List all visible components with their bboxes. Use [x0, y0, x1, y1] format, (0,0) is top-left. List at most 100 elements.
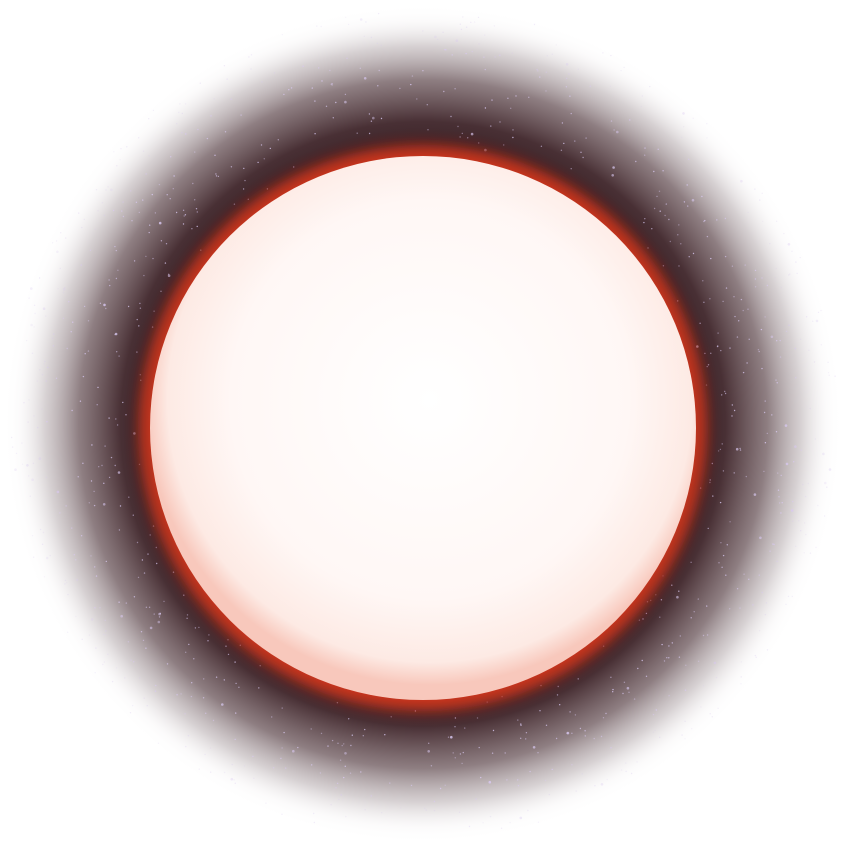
star [145, 255, 147, 258]
star [659, 616, 661, 618]
star [209, 747, 212, 749]
star [139, 677, 141, 679]
star [25, 339, 28, 342]
star [271, 716, 273, 718]
star [722, 554, 725, 557]
star [795, 377, 797, 379]
star [277, 139, 279, 141]
star [99, 302, 102, 304]
star [658, 190, 661, 192]
star [253, 777, 255, 779]
star [302, 65, 304, 67]
star [23, 402, 25, 404]
star [188, 643, 190, 646]
star [718, 562, 720, 564]
star [664, 214, 666, 217]
star [94, 228, 96, 231]
star [27, 421, 29, 423]
star [339, 759, 342, 761]
star [327, 745, 329, 747]
star [537, 70, 539, 72]
star [745, 475, 747, 478]
star [805, 533, 807, 536]
star [740, 683, 742, 685]
star [73, 554, 76, 556]
star [116, 165, 118, 167]
star [311, 87, 313, 89]
star [281, 707, 283, 709]
star [828, 468, 832, 471]
star [711, 716, 713, 718]
star [57, 288, 59, 290]
star [710, 352, 712, 354]
star [359, 18, 363, 21]
star [556, 694, 559, 696]
star [584, 735, 586, 737]
star [581, 773, 583, 775]
star [451, 54, 453, 56]
star [198, 626, 200, 629]
star [359, 67, 361, 70]
star [152, 257, 154, 260]
star [90, 480, 93, 482]
star [746, 362, 748, 364]
star [478, 142, 480, 144]
star [770, 335, 774, 339]
star [39, 528, 42, 531]
star [507, 97, 509, 100]
star [702, 634, 705, 637]
star [625, 770, 627, 773]
star [656, 195, 658, 198]
star [776, 340, 778, 342]
star [668, 657, 670, 659]
star [59, 512, 61, 514]
star [599, 760, 602, 762]
star [332, 117, 334, 119]
star [512, 136, 514, 139]
star [376, 42, 378, 45]
star [512, 129, 514, 131]
star [774, 277, 776, 279]
star [490, 125, 492, 127]
star [459, 753, 462, 755]
star [489, 815, 492, 818]
star [433, 809, 436, 812]
star [97, 210, 99, 212]
star [21, 463, 24, 465]
star [98, 466, 100, 468]
star [109, 284, 111, 287]
star [533, 23, 536, 26]
star [743, 573, 745, 575]
star [460, 28, 463, 31]
star [551, 768, 553, 771]
star [517, 785, 520, 787]
star [764, 613, 767, 616]
star [114, 333, 116, 336]
star [151, 193, 153, 196]
star [341, 744, 343, 747]
star [186, 614, 189, 616]
star [103, 661, 106, 663]
star [731, 415, 733, 417]
star [566, 732, 568, 734]
star [235, 682, 237, 685]
star [692, 252, 695, 255]
star [239, 644, 241, 646]
star [29, 495, 31, 497]
star [494, 56, 496, 58]
star [283, 731, 285, 734]
star [52, 345, 55, 347]
star [157, 620, 161, 624]
star [739, 607, 741, 609]
star [483, 56, 485, 58]
star [103, 214, 106, 216]
star [199, 82, 201, 84]
star [378, 69, 380, 72]
star [787, 243, 791, 246]
star [574, 140, 576, 142]
star [32, 462, 35, 464]
star [428, 742, 430, 744]
star [145, 173, 147, 175]
star [826, 486, 828, 488]
star [198, 768, 200, 770]
